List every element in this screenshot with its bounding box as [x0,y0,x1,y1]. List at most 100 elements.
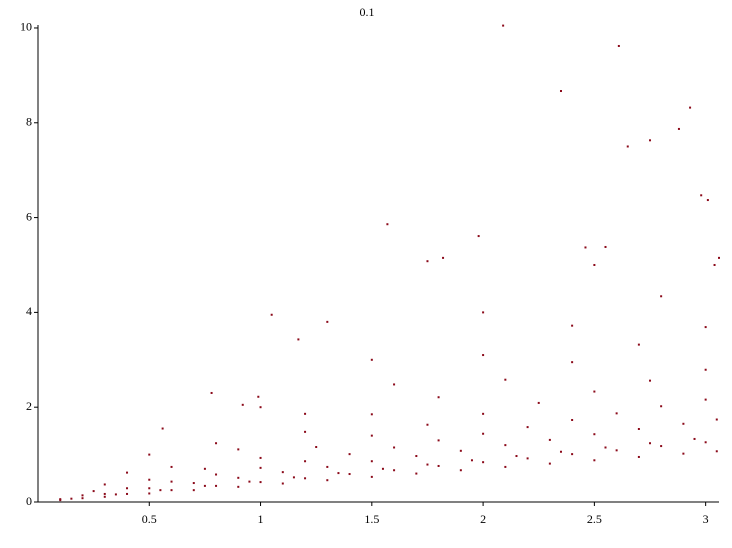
point [615,449,618,452]
point [677,127,680,130]
point [126,487,129,490]
point [704,441,707,444]
point [571,361,574,364]
point [192,482,195,485]
point [297,338,300,341]
point [649,442,652,445]
point [70,497,73,500]
point [482,354,485,357]
point [148,478,151,481]
point [437,464,440,467]
point [148,487,151,490]
point [393,469,396,472]
point [259,456,262,459]
point [203,467,206,470]
point [326,479,329,482]
point [103,495,106,498]
point [81,494,84,497]
y-tick-label: 8 [26,115,32,129]
point [502,24,505,27]
point [148,492,151,495]
point [626,145,629,148]
point [548,462,551,465]
point [593,433,596,436]
point [704,398,707,401]
point [103,483,106,486]
point [715,418,718,421]
point [426,463,429,466]
point [459,469,462,472]
point [682,422,685,425]
point [437,439,440,442]
point [548,438,551,441]
point [593,263,596,266]
point [304,460,307,463]
point [215,473,218,476]
point [482,432,485,435]
point [370,475,373,478]
point [126,471,129,474]
point [370,460,373,463]
point [693,437,696,440]
point [257,395,260,398]
point [504,465,507,468]
point [215,484,218,487]
point [584,246,587,249]
point [148,453,151,456]
point [604,446,607,449]
y-tick-label: 10 [20,20,32,34]
point [210,391,213,394]
point [482,311,485,314]
point [370,358,373,361]
point [304,412,307,415]
point [660,445,663,448]
point [393,446,396,449]
point [706,199,709,202]
y-tick-label: 4 [26,304,32,318]
x-tick-label: 1.5 [364,512,379,526]
point [682,452,685,455]
point [649,139,652,142]
point [259,466,262,469]
point [593,390,596,393]
point [348,473,351,476]
point [393,383,396,386]
point [482,461,485,464]
x-tick-label: 0.5 [142,512,157,526]
point [470,459,473,462]
point [381,467,384,470]
point [660,295,663,298]
point [526,426,529,429]
point [637,343,640,346]
point [81,497,84,500]
point [114,493,117,496]
point [660,405,663,408]
point [526,457,529,460]
point [386,223,389,226]
point [304,477,307,480]
point [437,396,440,399]
point [259,406,262,409]
y-tick-label: 6 [26,209,32,223]
point [161,427,164,430]
point [700,194,703,197]
point [170,465,173,468]
point [315,446,318,449]
point [504,378,507,381]
point [604,245,607,248]
point [192,489,195,492]
x-tick-label: 2 [480,512,486,526]
point [715,450,718,453]
x-tick-label: 2.5 [587,512,602,526]
point [237,448,240,451]
point [337,472,340,475]
y-tick-label: 2 [26,399,32,413]
point [649,379,652,382]
point [370,434,373,437]
x-tick-label: 1 [258,512,264,526]
point [559,90,562,93]
point [281,482,284,485]
point [304,430,307,433]
